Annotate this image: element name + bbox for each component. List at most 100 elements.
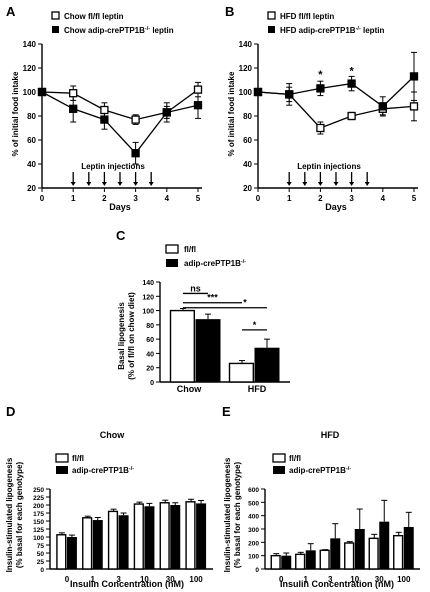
y-tick-label: 600 xyxy=(248,487,259,494)
bar-filled xyxy=(92,520,103,569)
x-tick-label: 100 xyxy=(189,575,203,584)
data-point-open xyxy=(193,85,203,94)
y-tick-label: 40 xyxy=(27,160,36,169)
bar-filled xyxy=(196,503,207,569)
panel-e-ylabel-line2: (% basal for each genotype) xyxy=(233,462,242,569)
panel-c-legend: fl/fl adip-crePTP1B-/- xyxy=(165,244,246,268)
y-tick-label: 100 xyxy=(33,535,44,542)
y-tick-label: 20 xyxy=(146,366,154,373)
bar-filled xyxy=(379,521,390,569)
panel-a-xlabel: Days xyxy=(109,202,131,212)
x-tick-label: 3 xyxy=(116,575,121,584)
bar-open xyxy=(185,501,196,570)
y-tick-label: 80 xyxy=(146,323,154,330)
panel-d-letter: D xyxy=(6,404,15,419)
series-line xyxy=(257,75,415,108)
x-tick-label: 1 xyxy=(91,575,96,584)
data-point-open xyxy=(131,115,140,124)
y-tick-label: 120 xyxy=(23,64,37,73)
panel-d-ylabel-line2: (% basal for each genotype) xyxy=(15,462,24,569)
y-tick-label: 50 xyxy=(37,551,45,558)
panel-e-ylabel-line1: Insulin-stimulated lipogenesis xyxy=(223,457,232,572)
x-tick-label: 10 xyxy=(350,575,359,584)
legend-open-bar-icon xyxy=(165,244,179,254)
bar-filled xyxy=(354,529,365,569)
bar-filled xyxy=(305,550,316,569)
y-tick-label: 250 xyxy=(33,487,44,494)
x-tick-label: 100 xyxy=(397,575,411,584)
x-tick-label: 0 xyxy=(40,194,45,203)
x-tick-label: 30 xyxy=(166,575,175,584)
y-tick-label: 20 xyxy=(243,184,252,193)
panel-b-letter: B xyxy=(225,4,234,19)
y-tick-label: 20 xyxy=(27,184,36,193)
data-point-filled xyxy=(37,87,47,97)
panel-a-letter: A xyxy=(6,4,16,19)
data-point-filled xyxy=(100,115,109,124)
legend-open-square-icon xyxy=(267,11,276,20)
bar-open xyxy=(82,517,93,570)
panel-e: E HFD fl/fl adip-crePTP1B-/- Insulin-sti… xyxy=(222,404,420,589)
x-tick-label: 1 xyxy=(304,575,309,584)
y-tick-label: 125 xyxy=(33,527,44,534)
x-tick-label: 5 xyxy=(196,194,201,203)
bar-filled xyxy=(118,515,129,569)
legend-b-flfl: HFD fl/fl leptin xyxy=(280,12,334,21)
data-point-filled xyxy=(162,108,171,117)
panel-e-letter: E xyxy=(222,404,231,419)
panel-b: B HFD fl/fl leptin HFD adip-crePTP1B-/- … xyxy=(225,4,419,212)
injection-arrow-head xyxy=(349,182,355,186)
x-tick-label: 1 xyxy=(71,194,76,203)
data-point-filled xyxy=(69,104,78,113)
data-point-filled xyxy=(193,101,203,110)
bar-open xyxy=(133,503,144,570)
x-tick-label: 3 xyxy=(349,194,354,203)
panel-a-legend: Chow fl/fl leptin Chow adip-crePTP1B-/- … xyxy=(51,11,174,35)
legend-filled-bar-icon xyxy=(166,259,178,267)
legend-open-bar-icon xyxy=(272,453,286,463)
panel-c-category-chow: Chow xyxy=(177,384,202,394)
y-tick-label: 100 xyxy=(239,88,253,97)
bar-filled xyxy=(170,505,181,569)
bar-filled xyxy=(330,538,341,569)
bar-open xyxy=(107,510,119,570)
x-tick-label: 0 xyxy=(256,194,261,203)
y-tick-label: 400 xyxy=(248,514,259,521)
data-point-open xyxy=(347,111,356,121)
x-tick-label: 2 xyxy=(102,194,107,203)
bar-filled xyxy=(254,347,280,382)
significance-star: * xyxy=(318,69,323,81)
data-point-filled xyxy=(285,90,294,99)
data-point-open xyxy=(409,102,419,111)
legend-e-flfl: fl/fl xyxy=(289,454,301,463)
panel-d-legend: fl/fl adip-crePTP1B-/- xyxy=(55,453,134,475)
y-tick-label: 200 xyxy=(248,540,259,547)
y-tick-label: 40 xyxy=(243,160,252,169)
bar-filled xyxy=(66,537,77,569)
injection-arrow-head xyxy=(302,182,308,186)
legend-e-ko: adip-crePTP1B-/- xyxy=(289,466,351,475)
legend-filled-bar-icon xyxy=(56,466,68,474)
significance-label: ns xyxy=(190,283,201,293)
panel-b-injections-label: Leptin injections xyxy=(297,162,361,171)
injection-arrow-head xyxy=(148,182,154,186)
panel-e-xlabel: Insulin Concentration (nM) xyxy=(280,579,394,589)
series-line xyxy=(257,91,415,129)
panel-c-category-hfd: HFD xyxy=(248,384,267,394)
bar-filled xyxy=(281,555,292,569)
panel-b-ylabel: % of initial food intake xyxy=(227,71,236,156)
panel-e-plot: 0 100 200 300 400 500 600 0 1 3 10 30 100 xyxy=(248,487,420,584)
y-tick-label: 140 xyxy=(239,40,253,49)
legend-c-flfl: fl/fl xyxy=(184,245,196,254)
panel-b-legend: HFD fl/fl leptin HFD adip-crePTP1B-/- le… xyxy=(267,11,384,35)
bar-open xyxy=(393,534,404,570)
y-tick-label: 140 xyxy=(23,40,37,49)
x-tick-label: 5 xyxy=(412,194,417,203)
injection-arrow-head xyxy=(317,182,323,186)
injection-arrow-head xyxy=(101,182,107,186)
legend-c-ko: adip-crePTP1B-/- xyxy=(184,259,246,268)
injection-arrow-head xyxy=(86,182,92,186)
bar-open xyxy=(368,537,379,570)
